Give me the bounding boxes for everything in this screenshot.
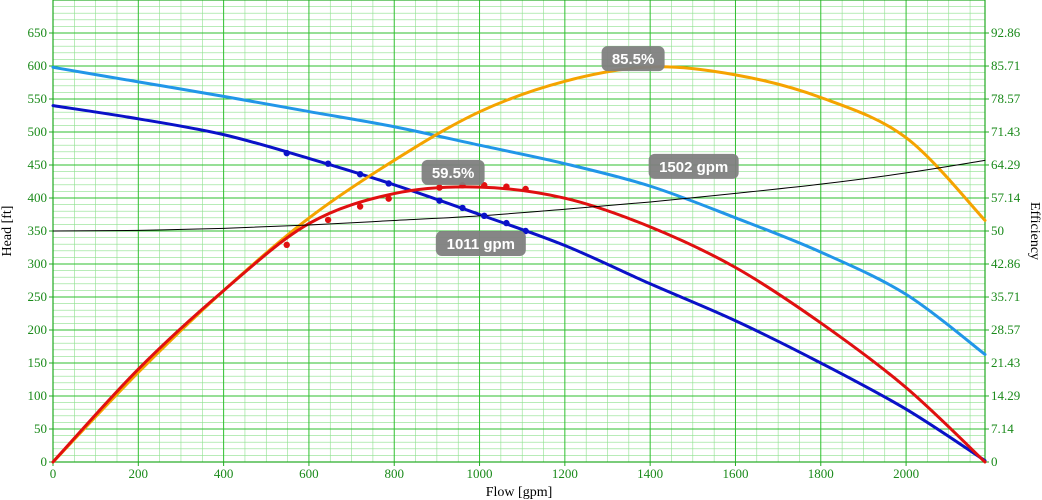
x-axis-ticks: 0 200 400 600 800 1000 1200 1400 1600 1800 2000 — [50, 462, 919, 481]
y-right-tick-label: 57.14 — [991, 190, 1021, 205]
y-left-tick-label: 450 — [28, 157, 48, 172]
y-left-tick-label: 500 — [28, 124, 48, 139]
annotation-label: 85.5% — [612, 51, 655, 68]
series-markers — [283, 149, 529, 249]
x-tick-label: 1800 — [808, 466, 834, 481]
x-tick-label: 400 — [214, 466, 234, 481]
data-point-marker — [356, 171, 364, 178]
data-point-marker — [436, 197, 443, 204]
data-point-marker — [385, 195, 392, 202]
x-tick-label: 0 — [50, 466, 57, 481]
data-point-marker — [385, 180, 392, 187]
annotation-callout: 59.5% — [421, 159, 485, 185]
y-right-tick-label: 78.57 — [991, 91, 1021, 106]
data-point-marker — [481, 182, 488, 189]
data-point-marker — [324, 216, 332, 224]
y-left-tick-label: 200 — [28, 322, 48, 337]
y-right-tick-label: 92.86 — [991, 25, 1021, 40]
x-axis-title: Flow [gpm] — [486, 485, 553, 500]
y-right-axis-title: Efficiency — [1027, 202, 1042, 260]
data-point-marker — [503, 219, 510, 227]
x-tick-label: 1200 — [552, 466, 578, 481]
y-left-axis-title: Head [ft] — [0, 206, 15, 257]
y-right-tick-label: 71.43 — [991, 124, 1020, 139]
data-point-marker — [522, 227, 529, 235]
y-right-tick-label: 42.86 — [991, 256, 1021, 271]
series-line-4 — [52, 159, 986, 232]
annotation-box — [601, 46, 665, 72]
data-point-marker — [436, 184, 443, 191]
y-left-tick-label: 300 — [28, 256, 48, 271]
series-lines — [51, 65, 987, 464]
y-right-tick-label: 0 — [991, 454, 998, 469]
y-right-axis-ticks: 0 7.14 14.29 21.43 28.57 35.71 42.86 50 57.14 64.… — [985, 25, 1021, 469]
y-left-tick-label: 50 — [34, 421, 47, 436]
series-line-0 — [51, 65, 987, 356]
annotation-callout: 85.5% — [601, 46, 665, 72]
x-tick-label: 600 — [299, 466, 319, 481]
y-right-tick-label: 85.71 — [991, 58, 1020, 73]
y-left-tick-label: 600 — [28, 58, 48, 73]
annotation-box — [421, 159, 485, 185]
y-left-tick-label: 650 — [28, 25, 48, 40]
y-right-tick-label: 28.57 — [991, 322, 1021, 337]
y-left-tick-label: 400 — [28, 190, 48, 205]
data-point-marker — [503, 183, 510, 190]
x-tick-label: 1600 — [722, 466, 748, 481]
y-left-tick-label: 150 — [28, 355, 48, 370]
y-left-tick-label: 550 — [28, 91, 48, 106]
y-right-tick-label: 64.29 — [991, 157, 1020, 172]
annotation-box — [648, 153, 739, 179]
data-point-marker — [459, 204, 466, 212]
y-left-tick-label: 350 — [28, 223, 48, 238]
y-right-tick-label: 7.14 — [991, 421, 1014, 436]
annotations: 85.5% 59.5% 1502 gpm 1011 gpm — [421, 46, 739, 257]
data-point-marker — [356, 203, 364, 210]
data-point-marker — [481, 212, 488, 220]
annotation-callout: 1502 gpm — [648, 153, 739, 179]
y-right-tick-label: 21.43 — [991, 355, 1020, 370]
annotation-label: 1502 gpm — [659, 159, 728, 176]
annotation-box — [435, 231, 526, 257]
data-point-marker — [283, 149, 290, 157]
x-tick-label: 1000 — [467, 466, 493, 481]
data-point-marker — [522, 185, 529, 193]
x-tick-label: 800 — [384, 466, 404, 481]
y-right-tick-label: 35.71 — [991, 289, 1020, 304]
grid-major — [53, 0, 985, 462]
annotation-label: 59.5% — [432, 165, 475, 182]
x-tick-label: 2000 — [893, 466, 919, 481]
series-line-3 — [51, 185, 987, 464]
y-right-tick-label: 14.29 — [991, 388, 1020, 403]
data-point-marker — [324, 160, 332, 167]
y-left-tick-label: 0 — [41, 454, 48, 469]
annotation-label: 1011 gpm — [447, 236, 515, 253]
y-left-axis-ticks: 0 50 100 150 200 250 300 350 400 450 500 550 600 650 — [28, 25, 53, 469]
data-point-marker — [283, 241, 290, 249]
x-tick-label: 1400 — [637, 466, 663, 481]
y-left-tick-label: 100 — [28, 388, 48, 403]
series-line-1 — [51, 104, 987, 463]
x-tick-label: 200 — [129, 466, 149, 481]
y-right-tick-label: 50 — [991, 223, 1004, 238]
annotation-callout: 1011 gpm — [435, 231, 526, 257]
y-left-tick-label: 250 — [28, 289, 48, 304]
